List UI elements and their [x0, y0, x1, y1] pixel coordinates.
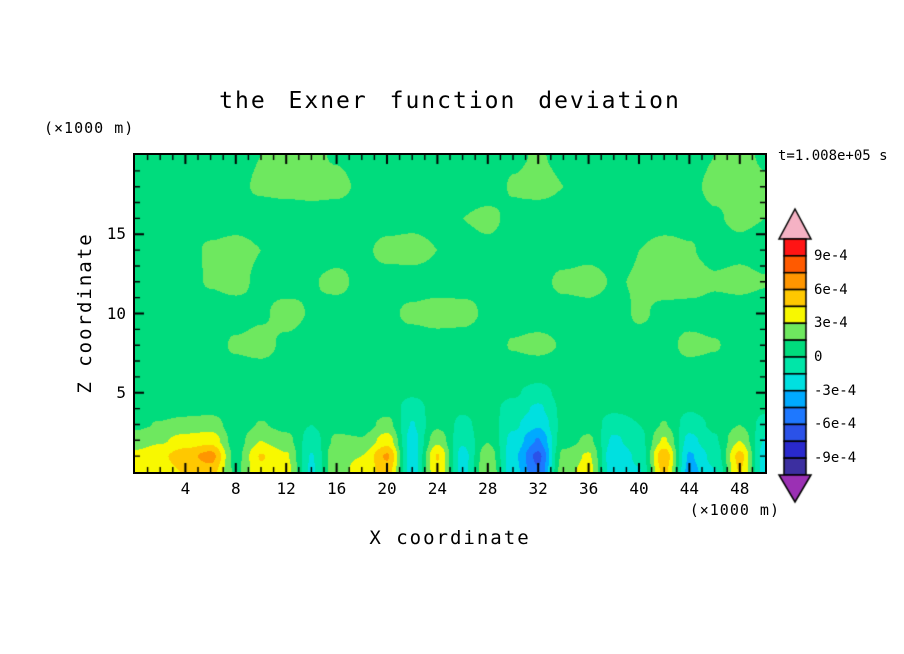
colorbar-label: 0 [814, 349, 823, 365]
x-tick-label: 48 [730, 479, 750, 498]
z-axis-unit-label: (×1000 m) [44, 119, 135, 137]
colorbar-label: 3e-4 [814, 315, 848, 332]
x-tick-label: 40 [629, 479, 649, 498]
colorbar-label: 6e-4 [814, 281, 848, 298]
x-axis-unit-label: (×1000 m) [689, 501, 780, 519]
x-tick-label: 12 [276, 479, 296, 498]
x-tick-label: 24 [427, 479, 448, 498]
x-tick-label: 20 [377, 479, 397, 498]
contour-field-canvas [135, 155, 765, 472]
x-tick-label: 32 [528, 479, 548, 498]
x-tick-label: 8 [230, 479, 241, 498]
x-axis-title: X coordinate [369, 527, 531, 549]
x-tick-label: 44 [679, 479, 700, 498]
colorbar-label: 9e-4 [814, 247, 848, 264]
x-tick-label: 4 [180, 479, 191, 498]
colorbar-label: -3e-4 [814, 382, 857, 399]
x-tick-label: 36 [578, 479, 599, 498]
y-tick-label: 10 [106, 303, 126, 323]
time-annotation: t=1.008e+05 s [778, 148, 888, 164]
x-tick-label: 16 [326, 479, 347, 498]
colorbar-label: -9e-4 [814, 450, 857, 467]
y-tick-label: 5 [116, 382, 126, 402]
plot-title: the Exner function deviation [219, 88, 681, 114]
y-tick-label: 15 [106, 224, 126, 244]
x-tick-label: 28 [478, 479, 498, 498]
colorbar [770, 205, 830, 505]
colorbar-label: -6e-4 [814, 416, 857, 433]
